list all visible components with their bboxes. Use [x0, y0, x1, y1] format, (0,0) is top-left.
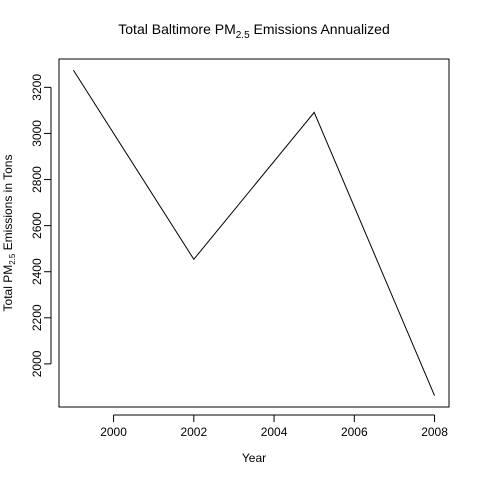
- series-group: [73, 69, 436, 396]
- y-axis-label: Total PM2.5 Emissions in Tons: [1, 155, 17, 312]
- x-axis: 2000 2002 2004 2006 2008: [100, 414, 448, 439]
- chart-title-prefix: Total Baltimore PM: [118, 21, 235, 37]
- y-axis-label-suffix: Emissions in Tons: [1, 155, 15, 254]
- x-tick-label: 2000: [100, 425, 127, 439]
- series-line: [73, 69, 436, 396]
- x-tick-label: 2008: [421, 425, 448, 439]
- x-axis-label: Year: [242, 451, 266, 465]
- y-tick-label: 2400: [30, 258, 44, 285]
- y-axis: 2000 2200 2400 2600 2800 3000 3200: [30, 74, 52, 377]
- y-axis-label-subscript: 2.5: [8, 253, 17, 265]
- y-tick-label: 2800: [30, 166, 44, 193]
- y-tick-label: 2200: [30, 304, 44, 331]
- y-tick-label: 2000: [30, 350, 44, 377]
- chart-title-suffix: Emissions Annualized: [250, 21, 390, 37]
- y-tick-label: 3000: [30, 120, 44, 147]
- x-tick-label: 2006: [341, 425, 368, 439]
- plot-frame: [58, 58, 450, 408]
- chart-title: Total Baltimore PM2.5 Emissions Annualiz…: [118, 21, 389, 41]
- y-tick-label: 2600: [30, 212, 44, 239]
- x-tick-label: 2002: [180, 425, 207, 439]
- y-axis-label-prefix: Total PM: [1, 265, 15, 312]
- chart-title-subscript: 2.5: [236, 30, 250, 41]
- x-tick-label: 2004: [261, 425, 288, 439]
- y-tick-label: 3200: [30, 74, 44, 101]
